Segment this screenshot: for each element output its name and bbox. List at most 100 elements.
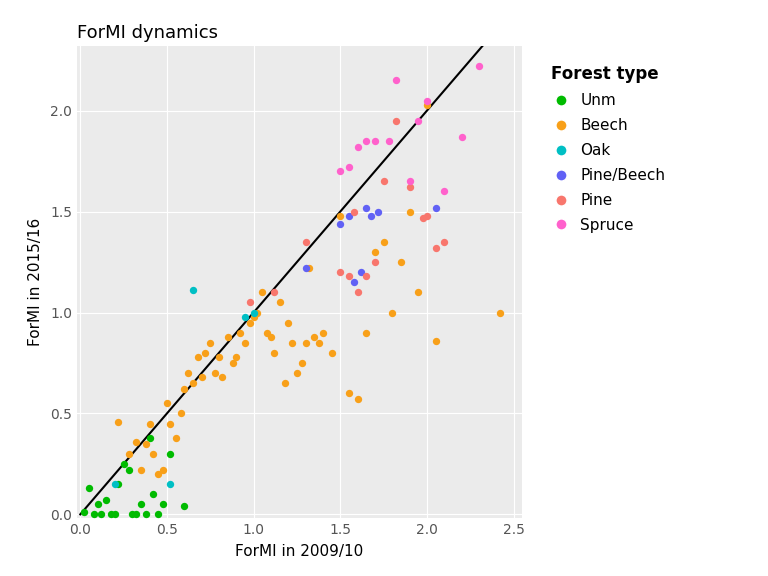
Point [300, 237, 312, 247]
Point [355, 267, 367, 276]
Point [157, 499, 170, 509]
Point [88, 510, 101, 519]
Point [421, 96, 433, 105]
Point [247, 312, 260, 321]
Point [377, 177, 389, 186]
Point [291, 369, 303, 378]
Point [251, 308, 263, 317]
Point [268, 348, 280, 358]
Point [244, 318, 257, 327]
Point [360, 328, 372, 338]
Point [360, 203, 372, 212]
Point [343, 389, 355, 398]
Point [261, 328, 273, 338]
Point [343, 162, 355, 172]
Point [395, 257, 407, 267]
Point [300, 263, 312, 272]
Point [174, 409, 187, 418]
Point [334, 166, 346, 176]
Point [78, 507, 90, 517]
Point [91, 499, 104, 509]
Point [140, 510, 152, 519]
Point [105, 510, 118, 519]
Point [352, 288, 364, 297]
Point [109, 510, 121, 519]
Point [152, 510, 164, 519]
Point [369, 247, 381, 256]
Point [300, 338, 312, 347]
Point [429, 336, 442, 346]
Point [417, 213, 429, 222]
Point [227, 358, 239, 367]
Point [170, 433, 182, 442]
Point [334, 211, 346, 220]
Point [279, 378, 291, 388]
Point [348, 207, 360, 216]
Point [268, 288, 280, 297]
Point [343, 271, 355, 281]
X-axis label: ForMI in 2009/10: ForMI in 2009/10 [236, 544, 363, 559]
Point [126, 510, 138, 519]
Point [473, 62, 485, 71]
Text: ForMI dynamics: ForMI dynamics [77, 24, 218, 41]
Y-axis label: ForMI in 2015/16: ForMI in 2015/16 [28, 218, 43, 346]
Point [438, 187, 450, 196]
Point [455, 132, 468, 142]
Point [377, 237, 389, 247]
Point [164, 449, 177, 458]
Point [213, 353, 225, 362]
Point [192, 353, 204, 362]
Point [429, 203, 442, 212]
Point [382, 137, 395, 146]
Point [360, 137, 372, 146]
Point [181, 369, 194, 378]
Point [157, 465, 170, 475]
Point [147, 490, 159, 499]
Point [112, 479, 124, 488]
Point [412, 288, 425, 297]
Point [273, 298, 286, 307]
Point [118, 459, 130, 468]
Point [296, 358, 308, 367]
Point [316, 328, 329, 338]
Point [187, 286, 199, 295]
Point [83, 483, 95, 492]
Point [334, 219, 346, 228]
Point [303, 263, 315, 272]
Point [256, 288, 268, 297]
Point [147, 449, 159, 458]
Point [161, 399, 173, 408]
Point [334, 267, 346, 276]
Point [348, 278, 360, 287]
Point [386, 308, 399, 317]
Point [130, 437, 142, 446]
Point [199, 348, 211, 358]
Point [421, 211, 433, 220]
Point [109, 479, 121, 488]
Point [360, 271, 372, 281]
Point [244, 298, 257, 307]
Point [308, 332, 320, 342]
Point [100, 495, 112, 505]
Point [247, 308, 260, 317]
Point [210, 369, 222, 378]
Point [429, 243, 442, 252]
Point [178, 502, 190, 511]
Point [195, 373, 207, 382]
Point [233, 328, 246, 338]
Point [403, 207, 415, 216]
Point [135, 499, 147, 509]
Point [130, 510, 142, 519]
Point [369, 137, 381, 146]
Point [204, 338, 217, 347]
Point [343, 211, 355, 220]
Point [217, 373, 229, 382]
Point [352, 395, 364, 404]
Point [95, 510, 108, 519]
Point [239, 338, 251, 347]
Point [403, 183, 415, 192]
Point [164, 479, 177, 488]
Point [421, 100, 433, 109]
Point [178, 385, 190, 394]
Point [112, 417, 124, 426]
